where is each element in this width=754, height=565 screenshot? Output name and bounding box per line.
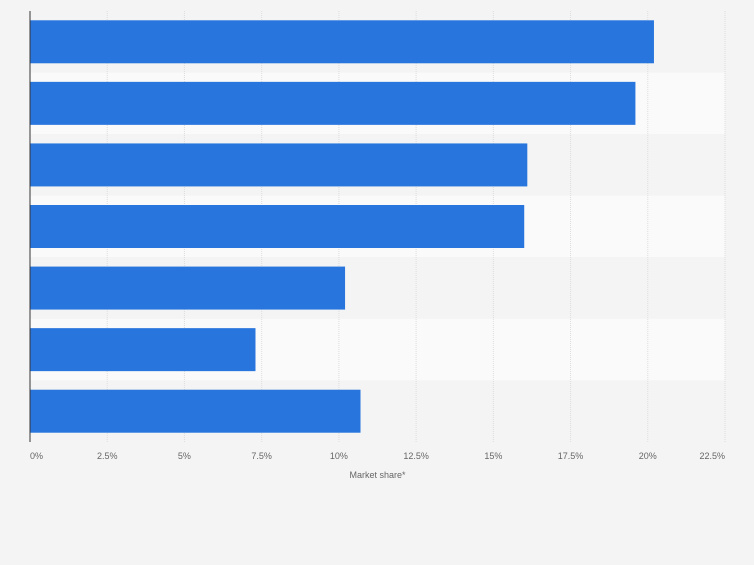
x-tick-label-8: 17.5% xyxy=(558,451,584,461)
x-tick-label-10: 22.5% xyxy=(699,451,725,461)
bar-7 xyxy=(30,389,361,433)
x-tick-label-9: 20% xyxy=(639,451,657,461)
x-tick-label-4: 7.5% xyxy=(251,451,272,461)
bar-6 xyxy=(30,328,256,372)
x-axis-label: Market share* xyxy=(349,470,406,480)
x-tick-label-5: 10% xyxy=(330,451,348,461)
x-tick-label-3: 5% xyxy=(178,451,191,461)
bar-2 xyxy=(30,81,636,125)
bar-4 xyxy=(30,205,525,248)
x-tick-label-6: 12.5% xyxy=(403,451,429,461)
x-tick-label-7: 15% xyxy=(484,451,502,461)
x-tick-label-2: 2.5% xyxy=(97,451,118,461)
bars xyxy=(30,20,654,433)
bar-1 xyxy=(30,20,654,64)
bar-3 xyxy=(30,143,528,187)
x-tick-labels: 0% 2.5% 5% 7.5% 10% 12.5% 15% 17.5% 20% 22.5% xyxy=(30,451,725,461)
bar-5 xyxy=(30,266,346,310)
x-tick-label-1: 0% xyxy=(30,451,43,461)
